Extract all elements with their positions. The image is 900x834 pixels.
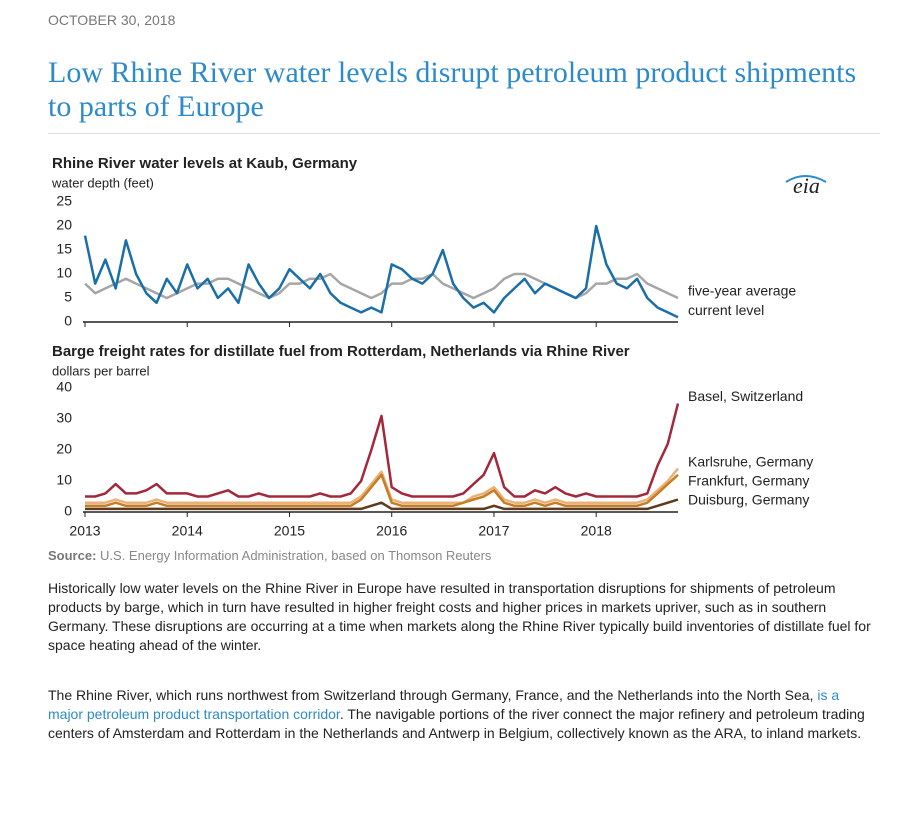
y-tick-label: 10 xyxy=(56,472,72,488)
logo-arc xyxy=(785,175,827,183)
source-label: Source: xyxy=(48,548,97,563)
text: . The navigable portions of the river co… xyxy=(48,706,865,741)
chart: Barge freight rates for distillate fuel … xyxy=(52,343,813,539)
y-tick-label: 15 xyxy=(56,241,72,257)
chart-title: Rhine River water levels at Kaub, German… xyxy=(52,155,358,172)
y-tick-label: 0 xyxy=(64,503,72,519)
source: Source: U.S. Energy Information Administ… xyxy=(48,548,491,563)
paragraph: The Rhine River, which runs northwest fr… xyxy=(48,686,874,743)
axis-unit: dollars per barrel xyxy=(52,363,150,378)
series-line xyxy=(85,467,679,504)
x-tick-label: 2018 xyxy=(581,523,612,539)
y-tick-label: 0 xyxy=(64,313,72,327)
x-tick-label: 2017 xyxy=(478,523,509,539)
axis-unit: water depth (feet) xyxy=(51,175,154,190)
legend-label: Duisburg, Germany xyxy=(688,491,809,507)
legend-label: Karlsruhe, Germany xyxy=(688,453,813,469)
source-text: U.S. Energy Information Administration, … xyxy=(100,548,492,563)
x-tick-label: 2016 xyxy=(376,523,407,539)
chart-title: Barge freight rates for distillate fuel … xyxy=(52,343,630,360)
x-tick-label: 2015 xyxy=(274,523,305,539)
series-line xyxy=(83,224,679,319)
y-tick-label: 25 xyxy=(56,193,72,209)
series-line xyxy=(85,403,680,498)
date: OCTOBER 30, 2018 xyxy=(48,12,176,28)
legend-label: Frankfurt, Germany xyxy=(688,472,809,488)
legend-label: five-year average xyxy=(688,283,796,299)
y-tick-label: 10 xyxy=(56,265,72,281)
series-line xyxy=(85,498,679,511)
paragraph: Historically low water levels on the Rhi… xyxy=(48,579,874,655)
legend-label: Basel, Switzerland xyxy=(688,388,803,404)
text: Historically low water levels on the Rhi… xyxy=(48,580,871,653)
chart: eia Rhine River water levels at Kaub, Ge… xyxy=(51,155,827,327)
headline: Low Rhine River water levels disrupt pet… xyxy=(48,56,857,123)
y-tick-label: 40 xyxy=(56,379,72,395)
x-tick-label: 2013 xyxy=(69,523,100,539)
x-tick-label: 2014 xyxy=(172,523,203,539)
y-tick-label: 20 xyxy=(56,441,72,457)
series-line xyxy=(84,272,679,300)
text: The Rhine River, which runs northwest fr… xyxy=(48,687,818,703)
legend-label: current level xyxy=(688,302,764,318)
link[interactable]: is a major petroleum product transportat… xyxy=(48,687,840,722)
y-tick-label: 20 xyxy=(56,217,72,233)
divider xyxy=(48,133,880,134)
y-tick-label: 5 xyxy=(64,289,72,305)
y-tick-label: 30 xyxy=(56,410,72,426)
series-line xyxy=(85,473,679,508)
